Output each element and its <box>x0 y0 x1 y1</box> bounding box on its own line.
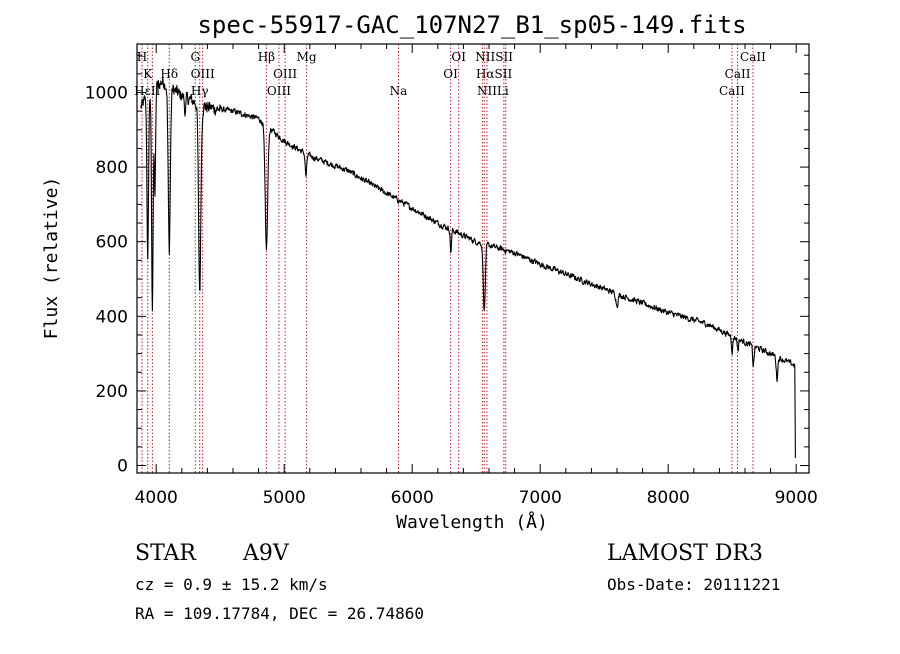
survey-name: LAMOST DR3 <box>607 541 763 566</box>
y-axis-ticks: 0 200 400 600 800 1000 <box>85 54 809 477</box>
spectral-line-label: Na <box>390 84 408 98</box>
obs-date: Obs-Date: 20111221 <box>607 575 780 594</box>
y-tick-label: 1000 <box>85 83 128 103</box>
spectral-line-label: HεII <box>134 84 160 98</box>
x-tick-label: 4000 <box>135 488 178 508</box>
spectral-line-label: Hδ <box>160 67 178 81</box>
chart-title: spec-55917-GAC_107N27_B1_sp05-149.fits <box>197 11 746 39</box>
spectrum-line <box>140 76 796 459</box>
x-tick-label: 5000 <box>263 488 306 508</box>
spectral-line-label: Hβ <box>258 50 275 64</box>
coordinates: RA = 109.17784, DEC = 26.74860 <box>135 604 424 623</box>
y-tick-label: 0 <box>117 457 128 477</box>
spectral-line-label: K <box>143 67 153 81</box>
spectral-line-label: Hγ <box>191 84 209 98</box>
x-tick-label: 6000 <box>391 488 434 508</box>
spectral-line-label: G <box>190 50 200 64</box>
spectral-line-label: OIII <box>191 67 215 81</box>
object-class: STAR <box>135 541 197 566</box>
spectral-line-label: OIII <box>267 84 291 98</box>
spectral-line-label: CaII <box>740 50 766 64</box>
spectral-line-label: NII <box>477 84 497 98</box>
spectral-line-label: Li <box>497 84 509 98</box>
spectral-line-labels: HK HδHεIIGOIIIHγHβOIIIOIIIMgNaOIOINIISIIH… <box>134 50 766 98</box>
spectral-line-label: OI <box>451 50 466 64</box>
redshift-text: cz = 0.9 ± 15.2 km/s <box>135 575 328 594</box>
y-tick-label: 800 <box>96 158 128 178</box>
x-axis-label: Wavelength (Å) <box>396 511 548 533</box>
x-tick-label: 7000 <box>519 488 562 508</box>
spectral-line-markers <box>141 44 754 473</box>
spectral-subclass: A9V <box>242 541 290 566</box>
y-axis-label: Flux (relative) <box>41 177 62 340</box>
y-tick-label: 600 <box>96 233 128 253</box>
spectral-line-label: HαSII <box>476 67 513 81</box>
spectral-line-label: CaII <box>719 84 745 98</box>
spectral-line-label: OI <box>443 67 458 81</box>
plot-frame <box>136 43 810 474</box>
x-tick-label: 8000 <box>647 488 690 508</box>
spectral-line-label: NIISII <box>475 50 513 64</box>
y-tick-label: 400 <box>96 307 128 327</box>
y-tick-label: 200 <box>96 382 128 402</box>
spectral-line-label: Mg <box>297 50 317 64</box>
x-axis-ticks: 4000 5000 6000 7000 8000 9000 <box>135 44 818 508</box>
spectral-line-label: OIII <box>273 67 297 81</box>
spectral-line-label: H <box>137 50 147 64</box>
spectral-line-label: CaII <box>725 67 751 81</box>
x-tick-label: 9000 <box>775 488 818 508</box>
